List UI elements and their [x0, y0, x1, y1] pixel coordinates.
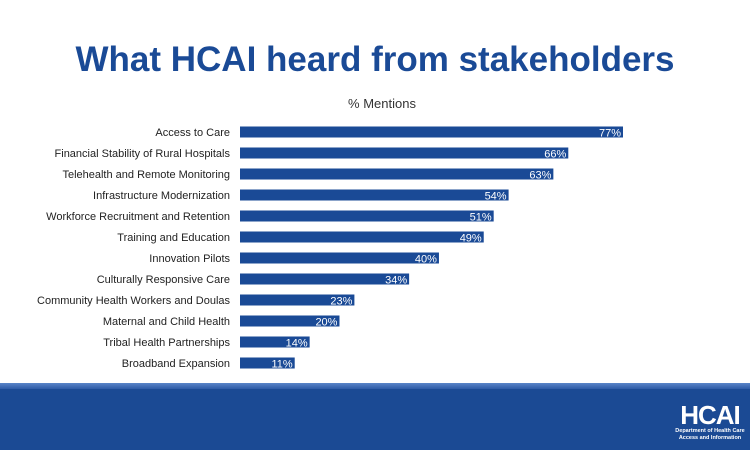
- category-label: Community Health Workers and Doulas: [37, 295, 230, 307]
- data-label: 49%: [460, 233, 482, 245]
- footer-strip: [0, 383, 750, 389]
- data-label: 23%: [330, 296, 352, 308]
- category-label: Culturally Responsive Care: [97, 274, 230, 286]
- bar: [240, 252, 439, 264]
- bar: [240, 294, 355, 306]
- category-label: Financial Stability of Rural Hospitals: [55, 148, 231, 160]
- logo-subtitle-1: Department of Health Care: [675, 428, 745, 434]
- bar: [240, 315, 340, 327]
- category-label: Innovation Pilots: [149, 253, 230, 265]
- logo-mark: HCAI: [680, 400, 741, 430]
- bar-chart: % Mentions Access to Care 77% Financial St…: [37, 96, 623, 371]
- hcai-logo: HCAI Department of Health Care Access an…: [672, 402, 748, 442]
- category-label: Broadband Expansion: [122, 358, 230, 370]
- footer-band: [0, 383, 750, 450]
- data-label: 77%: [599, 128, 621, 140]
- logo-subtitle-2: Access and Information: [678, 435, 742, 441]
- data-label: 11%: [272, 359, 293, 371]
- bar: [240, 231, 484, 243]
- category-label: Maternal and Child Health: [103, 316, 230, 328]
- data-label: 34%: [385, 275, 407, 287]
- category-label: Workforce Recruitment and Retention: [46, 211, 230, 223]
- bar: [240, 168, 554, 180]
- bar: [240, 189, 509, 201]
- category-label: Access to Care: [155, 127, 230, 139]
- bar: [240, 147, 569, 159]
- bar: [240, 210, 494, 222]
- bar: [240, 336, 310, 348]
- bar: [240, 126, 623, 138]
- category-label: Training and Education: [117, 232, 230, 244]
- data-label: 54%: [485, 191, 507, 203]
- chart-title: % Mentions: [348, 96, 416, 111]
- data-label: 66%: [544, 149, 566, 161]
- category-label: Infrastructure Modernization: [93, 190, 230, 202]
- slide-title: What HCAI heard from stakeholders: [75, 40, 675, 79]
- data-label: 63%: [529, 170, 551, 182]
- bar: [240, 357, 295, 369]
- data-label: 40%: [415, 254, 437, 266]
- data-label: 51%: [470, 212, 492, 224]
- category-label: Tribal Health Partnerships: [103, 337, 230, 349]
- data-label: 14%: [286, 338, 308, 350]
- data-label: 20%: [315, 317, 337, 329]
- bar: [240, 273, 410, 285]
- category-label: Telehealth and Remote Monitoring: [62, 169, 230, 181]
